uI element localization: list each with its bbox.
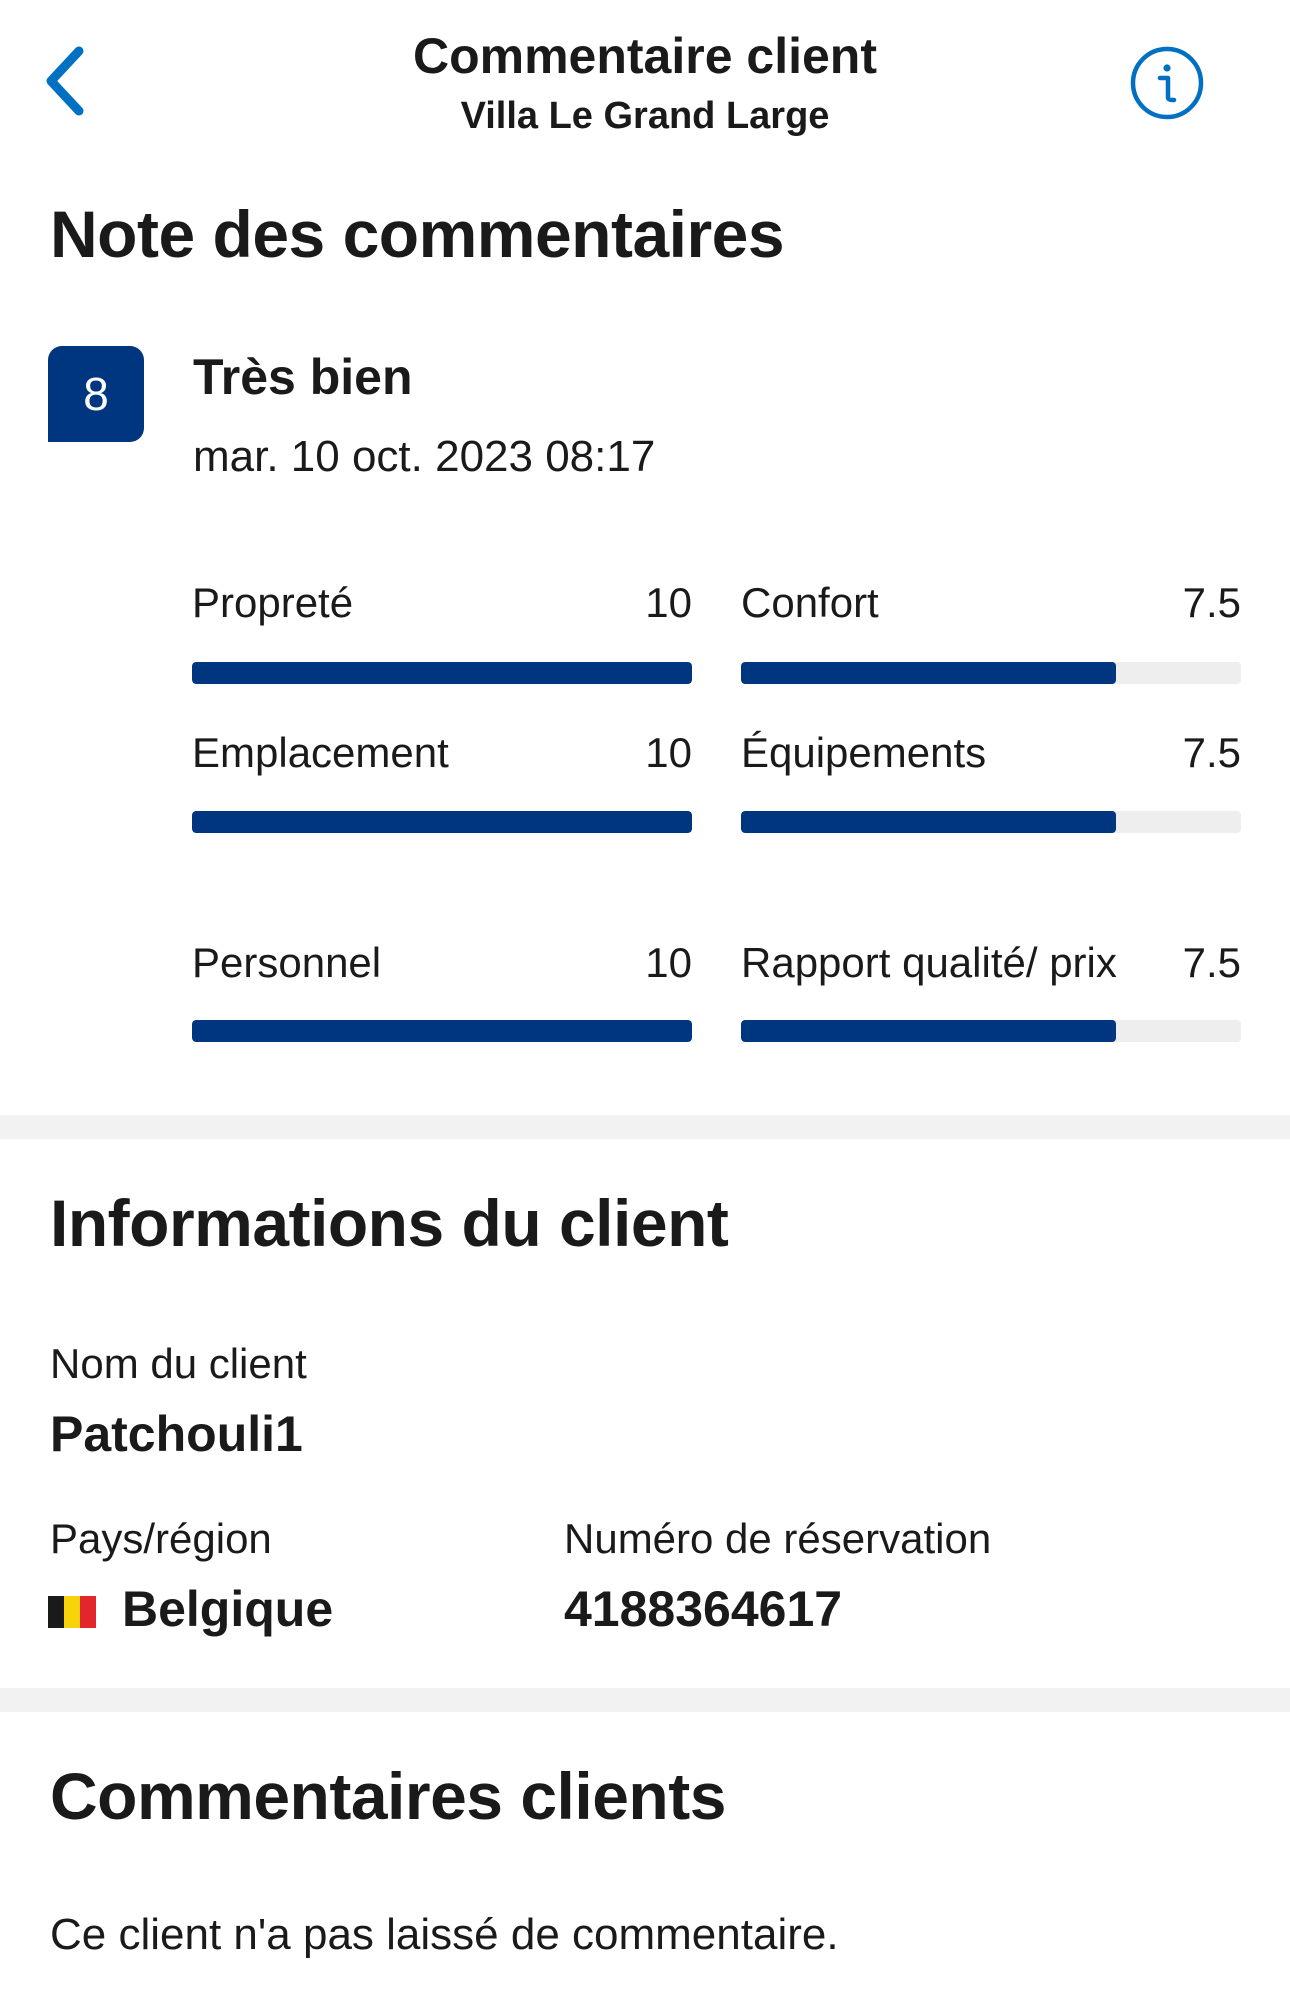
category-label: Confort: [741, 579, 879, 626]
comments-section-title: Commentaires clients: [50, 1759, 726, 1833]
belgium-flag-icon: [48, 1596, 96, 1628]
category-label: Personnel: [192, 939, 382, 986]
section-divider: [0, 1688, 1290, 1712]
rating-section-title: Note des commentaires: [50, 197, 785, 271]
bar-fill: [741, 1020, 1116, 1042]
info-button[interactable]: [1128, 44, 1206, 122]
review-date: mar. 10 oct. 2023 08:17: [193, 432, 656, 481]
category-value-for-money: Rapport qualité/ prix 7.5: [741, 880, 1241, 992]
country-value: Belgique: [122, 1581, 334, 1637]
category-value: 10: [645, 579, 692, 626]
guest-info-section-title: Informations du client: [50, 1186, 729, 1260]
category-bar-value-for-money: [741, 1020, 1241, 1042]
score-label: Très bien: [193, 349, 413, 405]
category-value: 10: [645, 729, 692, 776]
booking-number-value: 4188364617: [564, 1581, 843, 1637]
category-value: 7.5: [1182, 939, 1241, 986]
category-cleanliness: Propreté 10: [192, 570, 692, 632]
country-label: Pays/région: [50, 1515, 272, 1562]
category-staff: Personnel 10: [192, 880, 692, 992]
category-facilities: Équipements 7.5: [741, 720, 1241, 782]
guest-name-label: Nom du client: [50, 1340, 307, 1387]
category-value: 7.5: [1182, 579, 1241, 626]
category-bar-comfort: [741, 662, 1241, 684]
info-circle-icon: [1130, 46, 1204, 120]
category-value: 7.5: [1182, 729, 1241, 776]
bar-fill: [192, 1020, 692, 1042]
score-badge: 8: [48, 346, 144, 442]
nav-bar: Commentaire client Villa Le Grand Large: [0, 0, 1290, 150]
category-bar-facilities: [741, 811, 1241, 833]
back-button[interactable]: [30, 36, 100, 126]
category-bar-staff: [192, 1020, 692, 1042]
bar-fill: [192, 811, 692, 833]
category-label: Équipements: [741, 729, 987, 776]
bar-fill: [741, 811, 1116, 833]
booking-number-label: Numéro de réservation: [564, 1515, 992, 1562]
category-value: 10: [645, 939, 692, 986]
category-location: Emplacement 10: [192, 720, 692, 782]
nav-titles: Commentaire client Villa Le Grand Large: [0, 22, 1290, 142]
category-bar-cleanliness: [192, 662, 692, 684]
bar-fill: [741, 662, 1116, 684]
category-bar-location: [192, 811, 692, 833]
chevron-left-icon: [46, 46, 84, 116]
guest-name-value: Patchouli1: [50, 1406, 303, 1462]
bar-fill: [192, 662, 692, 684]
comment-text: Ce client n'a pas laissé de commentaire.: [50, 1910, 839, 1959]
category-comfort: Confort 7.5: [741, 570, 1241, 632]
section-divider: [0, 1115, 1290, 1139]
property-name: Villa Le Grand Large: [460, 95, 830, 137]
page-title: Commentaire client: [412, 28, 877, 84]
category-label: Emplacement: [192, 729, 449, 776]
category-label: Propreté: [192, 579, 354, 626]
category-label: Rapport qualité/ prix: [741, 939, 1117, 986]
